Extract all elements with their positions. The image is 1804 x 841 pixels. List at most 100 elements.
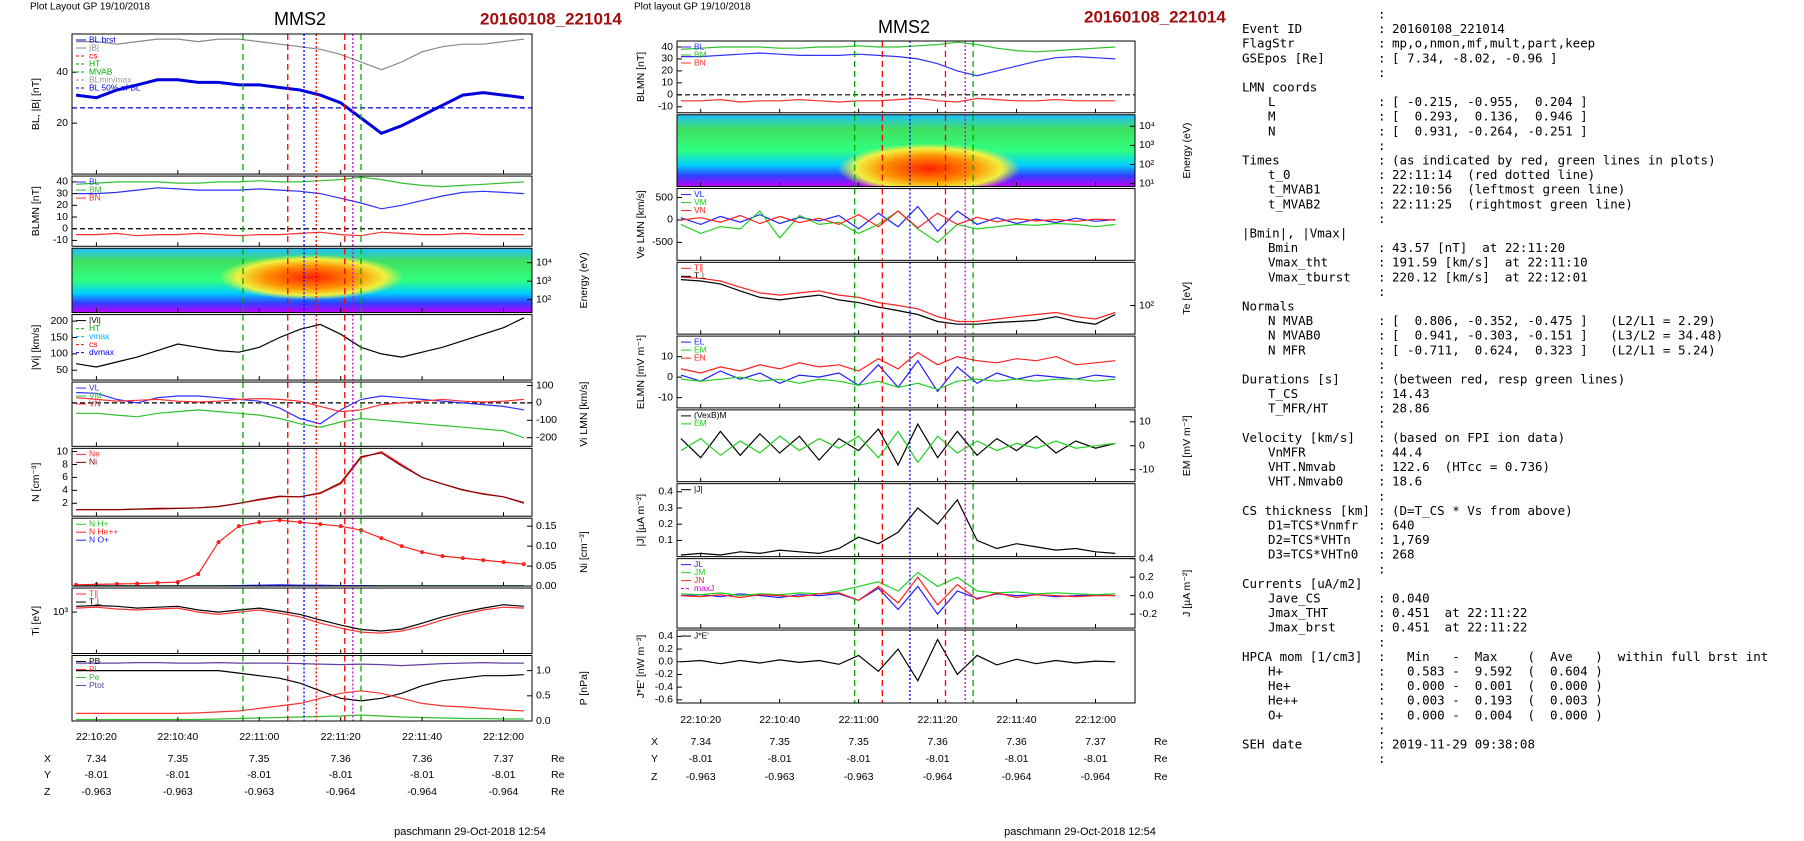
row-value: 0.003 - 0.193 ( 0.003 ) — [1392, 693, 1603, 708]
row-label: Vmax_tht — [1268, 255, 1328, 270]
y-tick-label: -200 — [536, 431, 557, 443]
y-tick-label: 6 — [62, 471, 68, 483]
row-value: 122.6 (HTcc = 0.736) — [1392, 459, 1550, 474]
position-value: 7.36 — [330, 753, 351, 765]
legend-label: JL — [694, 559, 703, 569]
series-line — [680, 205, 1116, 233]
legend-label: |B| — [89, 42, 99, 52]
event-id: 20160108_221014 — [1084, 7, 1226, 26]
separator: : — [1378, 153, 1386, 168]
row-label: N MFR — [1268, 342, 1306, 357]
position-unit: Re — [1154, 736, 1168, 748]
row-label: He+ — [1268, 678, 1291, 693]
y-tick-label: 150 — [50, 331, 68, 343]
separator: : — [1378, 50, 1386, 65]
separator: : — [1378, 386, 1386, 401]
data-point — [379, 536, 384, 541]
series-line — [76, 38, 524, 71]
separator: : — [1378, 459, 1386, 474]
separator: : — [1378, 707, 1386, 722]
position-value: -8.01 — [1084, 753, 1108, 765]
section-value: (D=T_CS * Vs from above) — [1392, 503, 1573, 518]
y-axis-label: Te [eV] — [1181, 282, 1193, 315]
panel-frame — [676, 40, 1136, 114]
position-value: 7.36 — [412, 753, 433, 765]
y-tick-label: 10 — [56, 445, 68, 457]
panel — [72, 176, 532, 247]
position-value: -0.963 — [163, 786, 193, 798]
legend-label: T∥ — [89, 588, 98, 598]
section-heading: Normals — [1242, 299, 1295, 314]
position-value: 7.37 — [1085, 736, 1106, 748]
separator: : — [1378, 357, 1386, 372]
row-value: 44.4 — [1392, 445, 1422, 460]
section-heading: SEH date — [1242, 737, 1302, 752]
section-heading: LMN coords — [1242, 80, 1317, 95]
legend-label: Pe — [89, 672, 100, 682]
panel-frame — [676, 114, 1136, 188]
panel — [680, 188, 1116, 261]
x-tick-label: 22:11:40 — [997, 714, 1037, 726]
row-label: FlagStr — [1242, 36, 1295, 51]
row-value: mp,o,nmon,mf,mult,part,keep — [1392, 36, 1595, 51]
y-axis-label: BLMN [nT] — [635, 52, 647, 102]
y-axis-label: P [nPa] — [578, 671, 590, 705]
series-line — [680, 41, 1116, 53]
position-value: -0.964 — [923, 771, 953, 783]
row-label: T_CS — [1268, 386, 1298, 401]
legend-label: VM — [89, 390, 102, 400]
y-tick-label: 0.00 — [536, 580, 557, 592]
position-value: -8.01 — [84, 769, 108, 781]
row-value: 22:11:25 (rightmost green line) — [1392, 196, 1633, 211]
y-tick-label: 0.2 — [1139, 571, 1154, 583]
row-value: 0.451 at 22:11:22 — [1392, 605, 1527, 620]
y-tick-label: -0.4 — [655, 681, 673, 693]
row-value: 191.59 [km/s] at 22:11:10 — [1392, 255, 1588, 270]
data-point — [399, 544, 404, 549]
separator: : — [1378, 313, 1386, 328]
panel — [72, 248, 532, 313]
position-value: -8.01 — [689, 753, 713, 765]
panel — [72, 34, 532, 175]
legend-label: EN — [694, 352, 706, 362]
position-name: X — [651, 736, 658, 748]
legend-label: N O+ — [89, 534, 109, 544]
y-tick-label: 0 — [1139, 440, 1145, 452]
legend-label: J*E' — [694, 630, 709, 640]
data-point — [135, 581, 140, 586]
legend-label: Ptot — [89, 680, 105, 690]
y-tick-label: -0.2 — [655, 668, 673, 680]
separator: : — [1378, 372, 1386, 387]
y-tick-label: 2 — [62, 497, 68, 509]
series-line — [76, 176, 524, 188]
separator: : — [1378, 284, 1386, 299]
figure-title: MMS2 — [878, 17, 930, 37]
panel — [74, 518, 526, 587]
position-name: Y — [651, 753, 658, 765]
y-tick-label: 0.1 — [658, 534, 673, 546]
position-value: 7.36 — [927, 736, 948, 748]
row-label: M — [1268, 109, 1276, 124]
y-tick-label: 100 — [50, 348, 68, 360]
y-axis-label: N [cm⁻³] — [30, 463, 42, 502]
panel — [76, 655, 524, 721]
legend-label: BL — [89, 176, 100, 186]
y-tick-label: 20 — [56, 199, 68, 211]
y-tick-label: -10 — [658, 391, 673, 403]
position-value: -8.01 — [768, 753, 792, 765]
series-line — [680, 498, 1116, 556]
y-axis-label: ELMN [mV m⁻¹] — [635, 335, 647, 409]
separator: : — [1378, 167, 1386, 182]
series-line — [76, 450, 525, 511]
section-value: 2019-11-29 09:38:08 — [1392, 737, 1535, 752]
row-value: 268 — [1392, 547, 1415, 562]
data-point — [521, 562, 526, 567]
separator: : — [1378, 664, 1386, 679]
position-name: X — [44, 753, 51, 765]
separator: : — [1378, 649, 1386, 664]
y-tick-label: 0.4 — [1139, 552, 1154, 564]
legend-label: dvmax — [89, 347, 115, 357]
x-tick-label: 22:11:40 — [402, 731, 442, 743]
panel-frame — [676, 629, 1136, 704]
row-label: VHT.Nmvab0 — [1268, 474, 1343, 489]
